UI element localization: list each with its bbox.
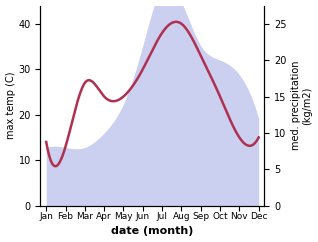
Y-axis label: med. precipitation
(kg/m2): med. precipitation (kg/m2) [291,61,313,150]
X-axis label: date (month): date (month) [111,227,194,236]
Y-axis label: max temp (C): max temp (C) [5,72,16,139]
